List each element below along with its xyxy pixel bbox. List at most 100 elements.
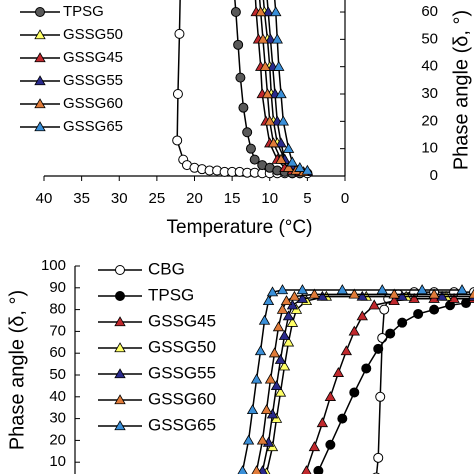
y-tick-label: 20	[49, 431, 66, 448]
marker	[276, 284, 289, 295]
marker	[388, 288, 400, 299]
marker	[413, 308, 424, 319]
marker	[385, 328, 396, 339]
marker	[361, 363, 372, 374]
series-line	[317, 302, 467, 472]
marker	[264, 33, 277, 44]
marker	[270, 6, 282, 17]
legend-marker	[115, 265, 125, 275]
marker	[428, 288, 440, 299]
y-tick-label: 10	[49, 453, 66, 470]
legend-label: GSSG60	[63, 95, 123, 112]
marker	[274, 386, 287, 397]
legend-label: GSSG50	[148, 337, 216, 356]
y-tick-label: 50	[49, 366, 66, 383]
y-tick-label: 70	[49, 322, 66, 339]
legend-marker	[115, 291, 125, 301]
marker	[373, 343, 384, 354]
x-tick-label: 30	[111, 190, 128, 207]
marker	[356, 310, 368, 321]
marker	[264, 373, 277, 384]
x-tick-label: 10	[261, 190, 278, 207]
y-axis-label: Phase angle (δ, °)	[450, 10, 472, 170]
series-line	[375, 291, 474, 474]
marker	[416, 284, 428, 295]
marker	[308, 288, 321, 299]
marker	[271, 33, 283, 44]
legend-marker	[114, 394, 126, 405]
marker	[301, 164, 314, 175]
marker	[275, 88, 287, 99]
series-line	[265, 295, 474, 474]
y-tick-label: 40	[49, 388, 66, 405]
marker	[282, 310, 295, 321]
marker	[267, 137, 280, 148]
marker	[262, 295, 275, 306]
legend-label: TPSG	[148, 285, 194, 304]
legend-label: GSSG50	[63, 26, 123, 43]
marker	[255, 6, 267, 17]
marker	[270, 380, 283, 391]
marker	[261, 88, 274, 99]
marker	[288, 290, 301, 301]
marker	[172, 89, 183, 100]
marker	[332, 367, 345, 377]
y-tick-label: 100	[41, 257, 66, 274]
marker	[296, 284, 309, 295]
marker	[313, 465, 324, 474]
marker	[262, 6, 274, 17]
series-line	[305, 297, 474, 472]
marker	[296, 292, 309, 303]
y-tick-label: 20	[421, 112, 438, 129]
marker	[337, 413, 348, 424]
marker	[397, 317, 408, 328]
marker	[256, 434, 269, 445]
marker	[379, 304, 390, 315]
x-tick-label: 5	[303, 190, 311, 207]
marker	[348, 325, 360, 336]
marker	[308, 441, 321, 452]
marker	[388, 295, 400, 306]
marker	[264, 115, 276, 126]
marker	[237, 465, 248, 474]
y-tick-label: 30	[421, 85, 438, 102]
y-tick-label: 40	[421, 58, 438, 75]
marker	[259, 60, 271, 71]
marker	[272, 321, 285, 332]
marker	[238, 102, 249, 113]
marker	[429, 304, 440, 315]
marker	[340, 345, 353, 356]
marker	[242, 434, 255, 445]
legend-label: GSSG45	[63, 49, 123, 66]
legend-label: GSSG55	[63, 72, 123, 89]
marker	[257, 33, 269, 44]
y-tick-label: 60	[421, 3, 438, 20]
x-tick-label: 20	[186, 190, 203, 207]
marker	[172, 135, 183, 146]
y-tick-label: 30	[49, 410, 66, 427]
marker	[174, 28, 185, 39]
x-tick-label: 0	[341, 190, 349, 207]
marker	[325, 439, 336, 450]
marker	[448, 292, 460, 303]
marker	[233, 39, 244, 50]
marker	[282, 142, 295, 153]
marker	[286, 156, 299, 167]
marker	[349, 387, 360, 398]
marker	[375, 391, 386, 402]
marker	[408, 292, 420, 303]
marker	[278, 360, 291, 371]
marker	[286, 316, 299, 327]
legend-marker	[114, 420, 126, 431]
y-tick-label: 60	[49, 344, 66, 361]
marker	[282, 161, 295, 172]
y-tick-label: 90	[49, 279, 66, 296]
x-tick-label: 15	[224, 190, 241, 207]
series-line	[241, 289, 463, 472]
marker	[301, 465, 312, 474]
y-axis-label: Phase angle (δ, °)	[6, 290, 28, 450]
x-tick-label: 40	[36, 190, 53, 207]
legend-marker	[114, 316, 126, 327]
